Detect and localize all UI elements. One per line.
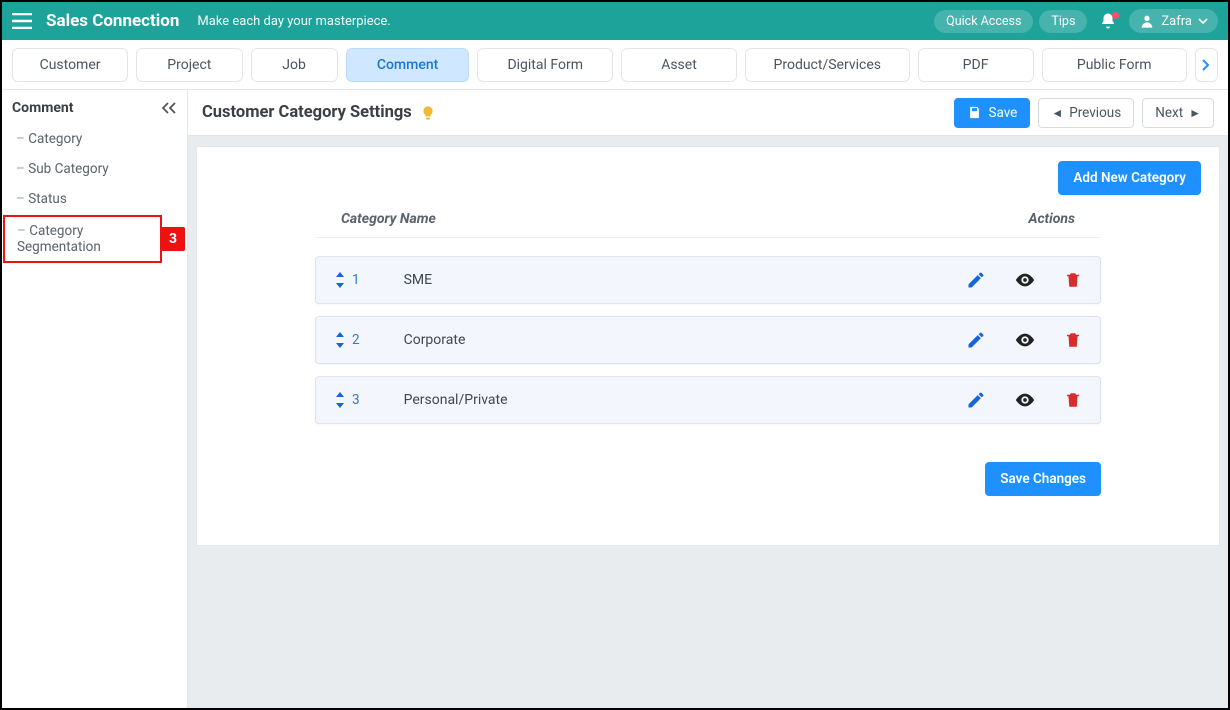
save-icon: [967, 105, 982, 120]
edit-icon[interactable]: [966, 390, 986, 410]
user-menu[interactable]: Zafra: [1129, 9, 1218, 33]
tabs-scroll-right[interactable]: [1195, 48, 1218, 82]
row-index: 1: [352, 272, 360, 288]
caret-left-icon: ◄: [1051, 106, 1063, 120]
category-panel: Add New Category Category Name Actions 1…: [196, 146, 1220, 546]
drag-handle[interactable]: 2: [334, 332, 360, 348]
save-button[interactable]: Save: [954, 98, 1030, 128]
top-bar: Sales Connection Make each day your mast…: [2, 2, 1228, 40]
category-name: Personal/Private: [404, 392, 508, 408]
tab-job[interactable]: Job: [251, 48, 338, 82]
brand: Sales Connection: [46, 11, 179, 31]
notifications-icon[interactable]: [1093, 12, 1123, 30]
category-name: Corporate: [404, 332, 466, 348]
nav-tabs: CustomerProject JobCommentDigital Form Ass…: [2, 40, 1228, 90]
tab-customer[interactable]: Customer: [12, 48, 128, 82]
drag-handle[interactable]: 3: [334, 392, 360, 408]
category-row: 3 Personal/Private: [315, 376, 1101, 424]
delete-icon[interactable]: [1064, 330, 1082, 350]
chevron-down-icon: [1198, 16, 1208, 26]
row-index: 2: [352, 332, 360, 348]
title-bar: Customer Category Settings Save ◄ Previo…: [188, 90, 1228, 136]
previous-button[interactable]: ◄ Previous: [1038, 98, 1134, 128]
menu-icon[interactable]: [12, 13, 32, 29]
page-title: Customer Category Settings: [202, 103, 412, 122]
sidebar-item-category[interactable]: Category: [2, 124, 187, 154]
sort-icon: [334, 272, 346, 288]
tab-comment[interactable]: Comment: [346, 48, 470, 82]
user-name: Zafra: [1161, 14, 1192, 29]
category-row: 2 Corporate: [315, 316, 1101, 364]
category-name: SME: [404, 272, 433, 288]
tips-button[interactable]: Tips: [1039, 10, 1087, 33]
avatar-icon: [1139, 13, 1155, 29]
main: Comment CategorySub CategoryStatusCatego…: [2, 90, 1228, 708]
sort-icon: [334, 392, 346, 408]
visibility-icon[interactable]: [1014, 329, 1036, 351]
sidebar-collapse-icon[interactable]: [161, 101, 177, 115]
row-index: 3: [352, 392, 360, 408]
sidebar: Comment CategorySub CategoryStatusCatego…: [2, 90, 188, 708]
sidebar-heading: Comment: [2, 90, 187, 124]
edit-icon[interactable]: [966, 330, 986, 350]
callout-badge: 3: [161, 227, 185, 251]
tab-pdf[interactable]: PDF: [918, 48, 1034, 82]
th-actions: Actions: [1028, 211, 1075, 227]
table-header: Category Name Actions: [315, 211, 1101, 238]
content: Customer Category Settings Save ◄ Previo…: [188, 90, 1228, 708]
save-changes-button[interactable]: Save Changes: [985, 462, 1101, 496]
delete-icon[interactable]: [1064, 390, 1082, 410]
sidebar-item-status[interactable]: Status: [2, 184, 187, 214]
tab-asset[interactable]: Asset: [621, 48, 737, 82]
visibility-icon[interactable]: [1014, 389, 1036, 411]
visibility-icon[interactable]: [1014, 269, 1036, 291]
tab-product-services[interactable]: Product/Services: [745, 48, 909, 82]
category-row: 1 SME: [315, 256, 1101, 304]
sidebar-item-category-segmentation[interactable]: Category Segmentation: [3, 215, 162, 263]
tagline: Make each day your masterpiece.: [197, 14, 390, 29]
tab-digital-form[interactable]: Digital Form: [477, 48, 612, 82]
sidebar-item-sub-category[interactable]: Sub Category: [2, 154, 187, 184]
delete-icon[interactable]: [1064, 270, 1082, 290]
tab-project[interactable]: Project: [136, 48, 242, 82]
next-button[interactable]: Next ►: [1142, 98, 1214, 128]
tab-public-form[interactable]: Public Form: [1042, 48, 1187, 82]
th-category-name: Category Name: [341, 211, 436, 227]
edit-icon[interactable]: [966, 270, 986, 290]
add-category-button[interactable]: Add New Category: [1058, 161, 1201, 195]
quick-access-button[interactable]: Quick Access: [934, 10, 1033, 33]
sort-icon: [334, 332, 346, 348]
tip-icon[interactable]: [420, 105, 436, 121]
drag-handle[interactable]: 1: [334, 272, 360, 288]
caret-right-icon: ►: [1189, 106, 1201, 120]
